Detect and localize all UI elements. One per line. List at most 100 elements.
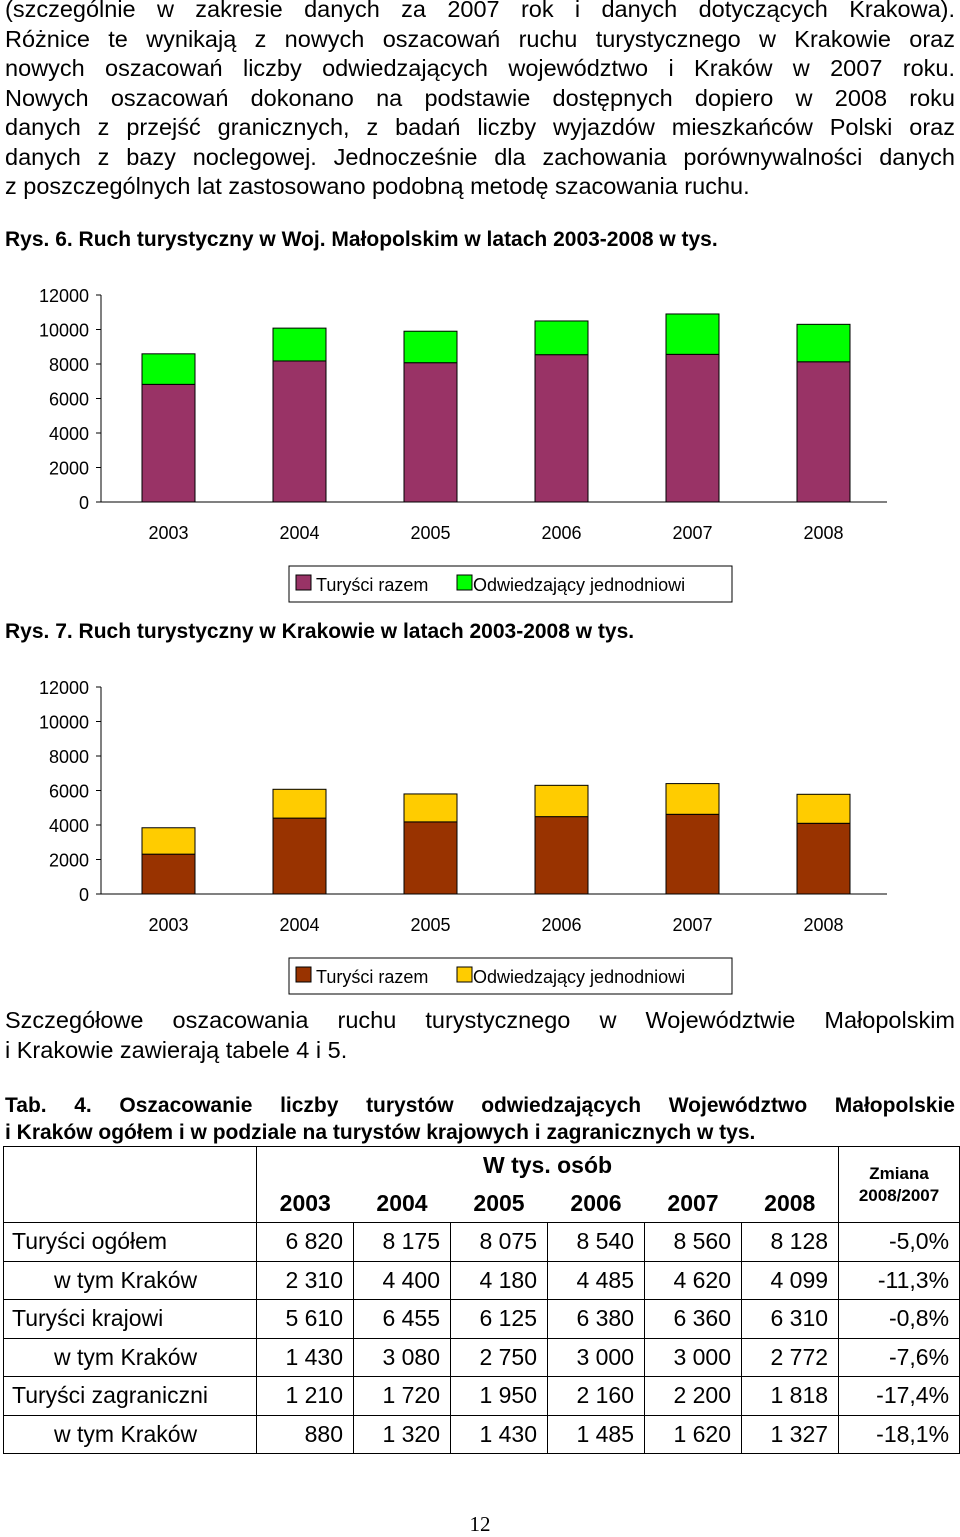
value-cell: 6 360 bbox=[644, 1299, 742, 1339]
x-tick-label: 2003 bbox=[148, 523, 188, 543]
bar-segment bbox=[665, 313, 720, 355]
legend-label: Odwiedzający jednodniowi bbox=[473, 575, 685, 595]
text-line: z poszczególnych lat zastosowano podobną… bbox=[5, 173, 750, 199]
value-cell: 4 099 bbox=[740, 1260, 840, 1300]
page-number: 12 bbox=[469, 1512, 491, 1536]
value-cell: 1 320 bbox=[353, 1414, 451, 1454]
row-label: Turyści krajowi bbox=[3, 1299, 257, 1339]
year-header: 2003 bbox=[256, 1184, 354, 1223]
text-line: danych z bazy noclegowej. Jednocześnie d… bbox=[5, 143, 955, 170]
value-cell: 1 720 bbox=[353, 1376, 451, 1416]
value-cell: 1 620 bbox=[644, 1414, 742, 1454]
intro-paragraph: (szczególnie w zakresie danych za 2007 r… bbox=[5, 0, 955, 202]
table-row: w tym Kraków 880 1 320 1 430 1 485 1 620 1 327… bbox=[3, 1414, 960, 1454]
legend-frame bbox=[288, 957, 733, 995]
bar-segment bbox=[272, 360, 327, 503]
value-cell: 8 540 bbox=[547, 1222, 645, 1262]
bar-segment bbox=[272, 788, 327, 819]
table4-caption: Tab. 4. Oszacowanie liczby turystów odwi… bbox=[5, 1092, 955, 1146]
row-label: w tym Kraków bbox=[3, 1260, 257, 1300]
x-tick-label: 2005 bbox=[410, 915, 450, 935]
text-line: i Krakowie zawierają tabele 4 i 5. bbox=[5, 1036, 348, 1063]
legend-label: Odwiedzający jednodniowi bbox=[473, 967, 685, 987]
value-cell: 2 310 bbox=[256, 1260, 354, 1300]
x-tick-label: 2007 bbox=[672, 523, 712, 543]
value-cell: 3 080 bbox=[353, 1337, 451, 1377]
text-line: nowych oszacowań liczby odwiedzających w… bbox=[5, 55, 955, 81]
bar-segment bbox=[534, 320, 589, 356]
value-cell: 8 560 bbox=[644, 1222, 742, 1262]
change-header-label: Zmiana bbox=[869, 1163, 929, 1183]
y-tick-label: 2000 bbox=[49, 851, 89, 871]
value-cell: 4 485 bbox=[547, 1260, 645, 1300]
legend-swatch bbox=[295, 574, 312, 591]
bar-segment bbox=[534, 816, 589, 895]
table-row: Turyści krajowi 5 610 6 455 6 125 6 380 6 360… bbox=[3, 1299, 960, 1339]
bar-segment bbox=[796, 323, 851, 363]
y-tick-label: 4000 bbox=[49, 424, 89, 444]
bar-segment bbox=[534, 784, 589, 818]
change-cell: -0,8% bbox=[838, 1299, 960, 1339]
value-cell: 6 310 bbox=[740, 1299, 840, 1339]
value-cell: 880 bbox=[256, 1414, 354, 1454]
table-row: Turyści zagraniczni 1 210 1 720 1 950 2 160 2… bbox=[3, 1376, 960, 1416]
bar-segment bbox=[403, 793, 458, 823]
value-cell: 5 610 bbox=[256, 1299, 354, 1339]
change-cell: -5,0% bbox=[838, 1222, 960, 1262]
x-tick-label: 2008 bbox=[803, 915, 843, 935]
x-tick-label: 2004 bbox=[279, 915, 319, 935]
bar-segment bbox=[141, 827, 196, 855]
bar-segment bbox=[403, 821, 458, 895]
year-header: 2008 bbox=[741, 1184, 840, 1223]
text-line: (szczególnie w zakresie danych za 2007 r… bbox=[5, 0, 955, 22]
legend-swatch bbox=[295, 966, 312, 983]
chart-legend: Turyści razem Odwiedzający jednodniowi bbox=[288, 565, 733, 603]
y-tick-label: 6000 bbox=[49, 390, 89, 410]
bar-segment bbox=[534, 354, 589, 503]
value-cell: 8 075 bbox=[450, 1222, 548, 1262]
text-line: Nowych oszacowań dokonano na podstawie d… bbox=[5, 84, 955, 111]
bar-segment bbox=[665, 783, 720, 815]
caption-line: Tab. 4. Oszacowanie liczby turystów odwi… bbox=[5, 1094, 955, 1117]
change-cell: -11,3% bbox=[838, 1260, 960, 1300]
bar-segment bbox=[665, 813, 720, 895]
value-cell: 1 950 bbox=[450, 1376, 548, 1416]
x-tick-label: 2005 bbox=[410, 523, 450, 543]
y-tick-label: 2000 bbox=[49, 459, 89, 479]
figure6-caption: Rys. 6. Ruch turystyczny w Woj. Małopols… bbox=[5, 228, 718, 251]
row-label: Turyści ogółem bbox=[3, 1222, 257, 1262]
legend-swatch bbox=[456, 966, 473, 983]
table-years-row: 2003 2004 2005 2006 2007 2008 bbox=[4, 1184, 960, 1223]
row-label: w tym Kraków bbox=[3, 1337, 257, 1377]
table-row: w tym Kraków 2 310 4 400 4 180 4 485 4 620 4 0… bbox=[3, 1260, 960, 1300]
text-line: danych z przejść granicznych, z badań li… bbox=[5, 114, 955, 140]
value-cell: 2 750 bbox=[450, 1337, 548, 1377]
chart-voivodeship-tourism: 0 2000 4000 6000 8000 10000 12000 2003 2004 2005 2… bbox=[39, 286, 887, 603]
x-tick-label: 2003 bbox=[148, 915, 188, 935]
value-cell: 1 430 bbox=[256, 1337, 354, 1377]
legend-frame bbox=[288, 565, 733, 603]
x-tick-label: 2006 bbox=[541, 523, 581, 543]
change-header-cell: Zmiana 2008/2007 bbox=[838, 1146, 960, 1223]
value-cell: 8 128 bbox=[740, 1222, 840, 1262]
value-cell: 6 380 bbox=[547, 1299, 645, 1339]
bar-segment bbox=[272, 327, 327, 362]
value-cell: 1 210 bbox=[256, 1376, 354, 1416]
value-cell: 1 818 bbox=[740, 1376, 840, 1416]
header-group-cell: W tys. osób bbox=[255, 1146, 840, 1185]
detail-paragraph: Szczegółowe oszacowania ruchu turystyczn… bbox=[5, 1006, 955, 1065]
bar-segment bbox=[272, 817, 327, 895]
year-header: 2006 bbox=[547, 1184, 645, 1223]
chart-krakow-tourism: 0 2000 4000 6000 8000 10000 12000 2003 2004 2005 2… bbox=[39, 678, 887, 995]
y-tick-label: 0 bbox=[79, 493, 89, 513]
value-cell: 4 180 bbox=[450, 1260, 548, 1300]
legend-swatch bbox=[456, 574, 473, 591]
header-empty-cell bbox=[3, 1146, 257, 1223]
value-cell: 6 820 bbox=[256, 1222, 354, 1262]
table-row: Turyści ogółem 6 820 8 175 8 075 8 540 8 560 8… bbox=[3, 1222, 960, 1262]
value-cell: 2 160 bbox=[547, 1376, 645, 1416]
caption-line: i Kraków ogółem i w podziale na turystów… bbox=[5, 1121, 756, 1144]
change-cell: -7,6% bbox=[838, 1337, 960, 1377]
value-cell: 1 485 bbox=[547, 1414, 645, 1454]
y-tick-label: 4000 bbox=[49, 816, 89, 836]
